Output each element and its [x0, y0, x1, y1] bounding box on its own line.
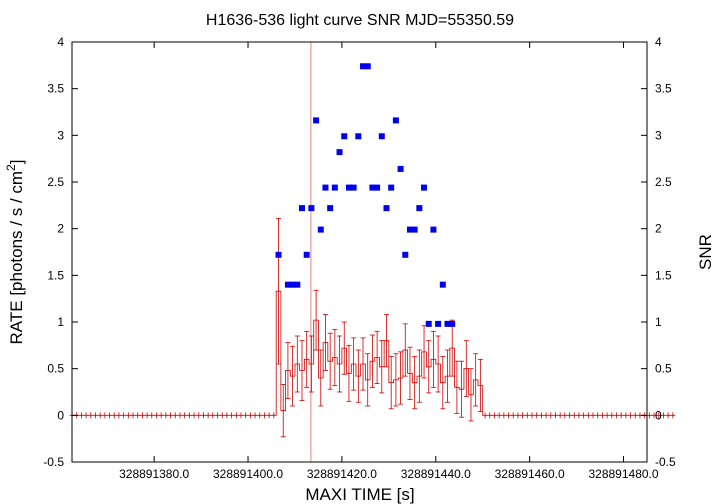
snr-point	[294, 281, 301, 288]
snr-point	[345, 184, 352, 191]
snr-point	[341, 133, 348, 140]
y-tick-label-left: 1.5	[47, 268, 64, 282]
snr-point	[350, 184, 357, 191]
x-tick-label: 328891460.0	[495, 467, 565, 481]
snr-point	[430, 226, 437, 233]
y-tick-label-left: -0.5	[43, 455, 64, 469]
snr-point	[378, 133, 385, 140]
snr-point	[364, 63, 371, 70]
snr-point	[331, 184, 338, 191]
axis-ticks: -0.5 -0.5 0 0 0.5 0.5 1 1 1.5 1.5 2 2 2.5 2.5 3 3 3.5 3.5…	[43, 35, 676, 481]
y-axis-title-left: RATE [photons / s / cm2]	[4, 160, 26, 345]
y-tick-label-right: 2.5	[655, 175, 672, 189]
y-tick-label-left: 2	[57, 222, 64, 236]
snr-point	[406, 226, 413, 233]
y-tick-label-left: 3	[57, 128, 64, 142]
snr-point	[397, 165, 404, 172]
snr-point	[392, 117, 399, 124]
y-tick-label-left: 0.5	[47, 362, 64, 376]
y-tick-label-right: 2	[655, 222, 662, 236]
snr-point	[303, 251, 310, 258]
y-tick-label-right: 3	[655, 128, 662, 142]
snr-point	[317, 226, 324, 233]
snr-point	[411, 226, 418, 233]
snr-point	[322, 184, 329, 191]
x-tick-label: 328891480.0	[588, 467, 658, 481]
snr-point	[313, 117, 320, 124]
y-tick-label-right: 1	[655, 315, 662, 329]
snr-point	[388, 184, 395, 191]
x-axis-title: MAXI TIME [s]	[305, 485, 414, 504]
snr-point	[355, 133, 362, 140]
snr-point	[289, 281, 296, 288]
y-tick-label-right: 0	[655, 408, 662, 422]
snr-point	[374, 184, 381, 191]
y-tick-label-left: 4	[57, 35, 64, 49]
y-axis-title-main: RATE [photons / s / cm	[7, 171, 26, 345]
x-tick-label: 328891400.0	[213, 467, 283, 481]
y-tick-label-left: 2.5	[47, 175, 64, 189]
y-axis-title-end: ]	[7, 160, 26, 165]
snr-point	[308, 205, 315, 212]
snr-point	[284, 281, 291, 288]
y-axis-title-superscript: 2	[4, 164, 18, 171]
snr-point	[336, 149, 343, 156]
plot-frame	[71, 41, 648, 463]
y-tick-label-right: 3.5	[655, 82, 672, 96]
y-tick-label-right: -0.5	[655, 455, 676, 469]
snr-point	[369, 184, 376, 191]
snr-point	[360, 63, 367, 70]
plot-marks	[69, 42, 676, 462]
y-tick-label-right: 0.5	[655, 362, 672, 376]
snr-point	[275, 251, 282, 258]
x-tick-label: 328891420.0	[307, 467, 377, 481]
snr-point	[402, 251, 409, 258]
snr-point	[444, 320, 451, 327]
x-tick-label: 328891440.0	[401, 467, 471, 481]
y-tick-label-left: 3.5	[47, 82, 64, 96]
snr-point	[425, 320, 432, 327]
snr-point	[383, 205, 390, 212]
snr-point	[449, 320, 456, 327]
y-tick-label-left: 0	[57, 408, 64, 422]
x-tick-label: 328891380.0	[119, 467, 189, 481]
snr-point	[299, 205, 305, 212]
y-tick-label-right: 1.5	[655, 268, 672, 282]
snr-point	[439, 281, 446, 288]
chart-title: H1636-536 light curve SNR MJD=55350.59	[206, 12, 514, 29]
snr-point	[435, 320, 442, 327]
y-tick-label-right: 4	[655, 35, 662, 49]
snr-point	[327, 205, 334, 212]
rate-histogram-line	[69, 290, 676, 416]
snr-point	[421, 184, 428, 191]
y-tick-label-left: 1	[57, 315, 64, 329]
y-axis-title-right: SNR	[696, 234, 715, 270]
snr-point	[416, 205, 423, 212]
